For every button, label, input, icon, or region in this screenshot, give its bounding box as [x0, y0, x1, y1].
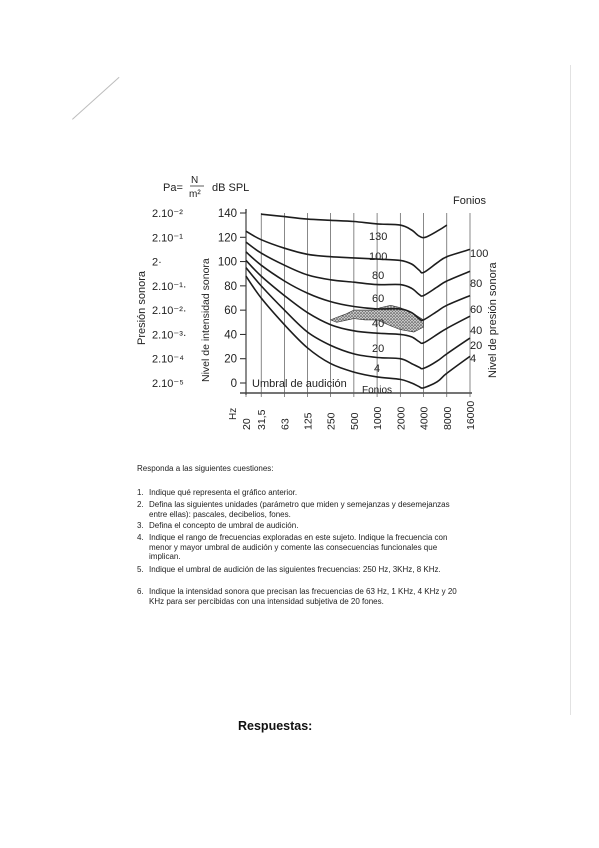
contour-label: 20	[372, 343, 384, 355]
x-tick-label: 4000	[419, 406, 431, 430]
y-tick-label: 40	[224, 329, 237, 341]
x-tick-label: 125	[302, 412, 314, 430]
right-axis-title: Nivel de presión sonora	[487, 262, 499, 378]
loudness-curve	[245, 267, 471, 370]
question-text: Defina el concepto de umbral de audición…	[149, 521, 299, 530]
loudness-curve	[245, 230, 471, 274]
y-tick-label: 0	[231, 378, 237, 390]
question-text: Indique el umbral de audición de las sig…	[149, 565, 441, 574]
loudness-curve	[245, 251, 471, 322]
right-tick-label: 80	[470, 278, 482, 290]
equal-loudness-chart: Pa= N m² dB SPL Fonios Presión sonora Ni…	[136, 175, 499, 430]
y-tick-label: 80	[224, 281, 237, 293]
pressure-tick-label: 2.10⁻⁴	[152, 354, 184, 366]
y-tick-label: 20	[224, 354, 237, 366]
loudness-curve	[245, 259, 471, 345]
contour-label: 100	[369, 251, 387, 263]
answers-title: Respuestas:	[238, 719, 313, 733]
contour-label: 130	[369, 231, 387, 243]
x-tick-label: 63	[279, 418, 291, 430]
x-tick-label: 1000	[372, 406, 384, 430]
y-tick-label: 140	[218, 208, 237, 220]
units-n: N	[191, 175, 198, 186]
right-tick-label: 40	[470, 325, 482, 337]
x-tick-label: 20	[241, 418, 253, 430]
question-number: 2.	[137, 500, 144, 509]
page-edge-line	[570, 65, 571, 715]
speech-region	[329, 304, 424, 333]
threshold-label: Umbral de audición	[252, 378, 347, 390]
questions-intro: Responda a las siguientes cuestiones:	[137, 464, 274, 473]
y-tick-label: 100	[218, 257, 237, 269]
units-pa: Pa=	[163, 182, 183, 194]
y-axis-title: Nivel de intensidad sonora	[200, 258, 212, 382]
question-number: 1.	[137, 488, 144, 497]
question-text: Indique el rango de frecuencias explorad…	[149, 533, 448, 561]
left-axis-title: Presión sonora	[136, 270, 148, 345]
pressure-tick-label: 2.10⁻²	[152, 208, 183, 220]
x-tick-label: 31,5	[256, 409, 268, 430]
pressure-tick-label: 2.10⁻³·	[152, 329, 187, 341]
loudness-curve	[245, 275, 471, 389]
question-number: 4.	[137, 533, 144, 542]
units-m2: m²	[189, 189, 201, 200]
x-unit-label: Hz	[228, 408, 239, 420]
right-tick-label: 4	[470, 353, 476, 365]
pressure-tick-label: 2.10⁻⁵	[152, 378, 184, 390]
question-text: Defina las siguientes unidades (parámetr…	[149, 500, 450, 519]
contour-label: 40	[372, 318, 384, 330]
pressure-tick-label: 2·	[152, 257, 162, 269]
pressure-tick-label: 2.10⁻¹·	[152, 281, 187, 293]
loudness-curve	[261, 213, 448, 239]
y-tick-label: 60	[224, 305, 237, 317]
contour-label: 60	[372, 293, 384, 305]
pressure-tick-label: 2.10⁻²·	[152, 305, 187, 317]
x-tick-label: 16000	[465, 401, 477, 430]
right-tick-label: 60	[470, 304, 482, 316]
x-tick-label: 250	[326, 412, 338, 430]
right-tick-label: 100	[470, 248, 488, 260]
pressure-tick-label: 2.10⁻¹	[152, 232, 183, 244]
fonios-title: Fonios	[453, 195, 487, 207]
right-tick-label: 20	[470, 340, 482, 352]
x-tick-label: 2000	[395, 406, 407, 430]
question-number: 5.	[137, 565, 144, 574]
question-number: 3.	[137, 521, 144, 530]
units-dbspl: dB SPL	[212, 182, 249, 194]
x-tick-label: 500	[349, 412, 361, 430]
question-number: 6.	[137, 587, 144, 596]
question-text: Indique qué representa el gráfico anteri…	[149, 488, 298, 497]
loudness-curve	[245, 241, 471, 297]
bottom-fonios-label: Fonios	[362, 385, 392, 396]
contour-label: 4	[374, 363, 380, 375]
x-tick-label: 8000	[442, 406, 454, 430]
contour-label: 80	[372, 270, 384, 282]
y-tick-label: 120	[218, 232, 237, 244]
question-text: Indique la intensidad sonora que precisa…	[149, 587, 457, 606]
